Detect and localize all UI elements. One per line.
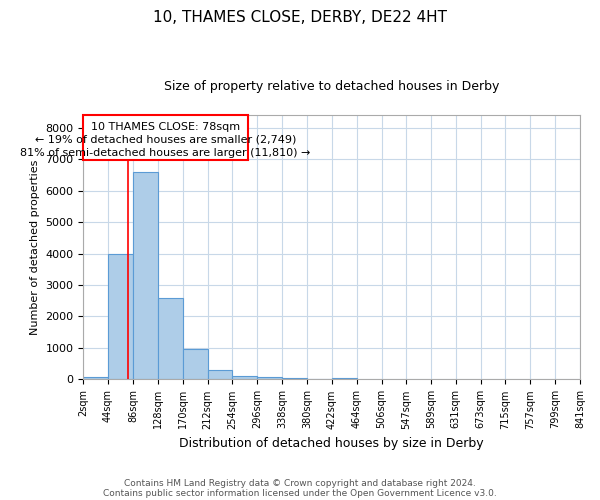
Bar — [158, 298, 182, 380]
Bar — [257, 377, 282, 380]
Bar — [208, 370, 232, 380]
Bar — [182, 349, 208, 380]
Bar — [83, 377, 108, 380]
Title: Size of property relative to detached houses in Derby: Size of property relative to detached ho… — [164, 80, 499, 93]
Text: 10, THAMES CLOSE, DERBY, DE22 4HT: 10, THAMES CLOSE, DERBY, DE22 4HT — [153, 10, 447, 25]
Bar — [232, 376, 257, 380]
FancyBboxPatch shape — [83, 115, 248, 160]
Text: ← 19% of detached houses are smaller (2,749): ← 19% of detached houses are smaller (2,… — [35, 135, 296, 145]
Bar — [133, 172, 158, 380]
Text: 10 THAMES CLOSE: 78sqm: 10 THAMES CLOSE: 78sqm — [91, 122, 240, 132]
Bar — [282, 378, 307, 380]
Text: Contains HM Land Registry data © Crown copyright and database right 2024.: Contains HM Land Registry data © Crown c… — [124, 478, 476, 488]
Bar — [332, 378, 357, 380]
Text: 81% of semi-detached houses are larger (11,810) →: 81% of semi-detached houses are larger (… — [20, 148, 311, 158]
Bar — [307, 379, 332, 380]
Text: Contains public sector information licensed under the Open Government Licence v3: Contains public sector information licen… — [103, 488, 497, 498]
Bar — [108, 254, 133, 380]
X-axis label: Distribution of detached houses by size in Derby: Distribution of detached houses by size … — [179, 437, 484, 450]
Y-axis label: Number of detached properties: Number of detached properties — [30, 160, 40, 335]
